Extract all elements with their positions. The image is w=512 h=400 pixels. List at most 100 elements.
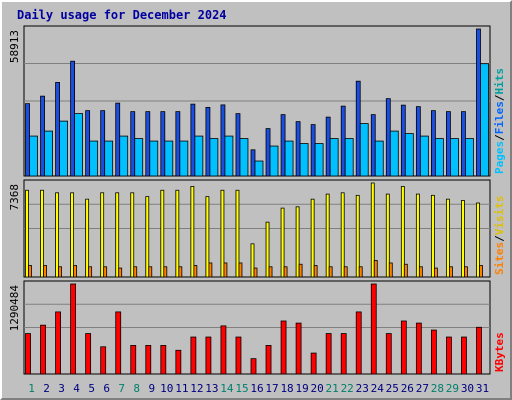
bar-visits-day-19 bbox=[295, 206, 300, 278]
bar-kbytes-day-6 bbox=[100, 346, 107, 375]
legend-pages: Pages bbox=[493, 141, 506, 174]
bar-sites-day-6 bbox=[103, 266, 108, 278]
day-label-1: 1 bbox=[28, 382, 35, 395]
bar-sites-day-18 bbox=[283, 266, 288, 278]
bar-sites-day-7 bbox=[118, 267, 123, 278]
bar-hits-day-31 bbox=[476, 28, 481, 177]
day-label-25: 25 bbox=[386, 382, 399, 395]
bar-sites-day-9 bbox=[148, 266, 153, 278]
bar-files-day-18 bbox=[284, 140, 294, 177]
bar-visits-day-16 bbox=[250, 243, 255, 278]
bar-visits-day-5 bbox=[85, 198, 90, 278]
bar-visits-day-4 bbox=[70, 192, 75, 278]
day-label-11: 11 bbox=[175, 382, 188, 395]
bar-visits-day-15 bbox=[235, 189, 240, 278]
bar-files-day-3 bbox=[59, 120, 68, 177]
bar-files-day-24 bbox=[374, 140, 384, 177]
bar-files-day-25 bbox=[389, 130, 399, 177]
bar-visits-day-11 bbox=[175, 189, 180, 278]
bar-hits-day-2 bbox=[40, 95, 45, 177]
bar-files-day-7 bbox=[119, 135, 129, 177]
bar-sites-day-25 bbox=[388, 262, 393, 278]
bar-hits-day-25 bbox=[385, 98, 391, 177]
day-label-14: 14 bbox=[220, 382, 234, 395]
bar-sites-day-1 bbox=[28, 265, 32, 278]
bar-visits-day-8 bbox=[130, 192, 135, 278]
bar-hits-day-26 bbox=[400, 104, 406, 177]
bar-sites-day-23 bbox=[358, 266, 363, 278]
bar-kbytes-day-18 bbox=[280, 320, 287, 375]
bar-files-day-15 bbox=[239, 138, 249, 177]
bar-sites-day-29 bbox=[449, 266, 453, 278]
bar-files-day-22 bbox=[344, 138, 354, 177]
bar-visits-day-29 bbox=[446, 198, 450, 278]
day-axis: 1 2 3 4 5 6 7 8 9 10 11 12 13 14 15 16 17 18 19 20 21 22 23 24 2… bbox=[28, 382, 489, 395]
bar-sites-day-26 bbox=[403, 263, 408, 278]
bar-files-day-6 bbox=[104, 140, 114, 177]
bar-kbytes-day-12 bbox=[190, 336, 197, 375]
bar-visits-day-10 bbox=[160, 189, 165, 278]
day-label-30: 30 bbox=[461, 382, 474, 395]
bar-sites-day-22 bbox=[343, 266, 348, 278]
bar-sites-day-11 bbox=[178, 266, 183, 278]
bar-visits-day-14 bbox=[220, 189, 225, 278]
bar-kbytes-day-13 bbox=[205, 336, 212, 375]
legend-visits: Visits bbox=[493, 196, 506, 236]
day-label-22: 22 bbox=[341, 382, 354, 395]
bar-kbytes-day-26 bbox=[400, 320, 407, 375]
legend-slash: / bbox=[493, 94, 506, 101]
day-label-5: 5 bbox=[88, 382, 95, 395]
bar-kbytes-day-2 bbox=[40, 324, 46, 375]
legend-hits: Hits bbox=[493, 68, 506, 95]
bar-files-day-2 bbox=[44, 130, 53, 177]
bar-hits-day-29 bbox=[446, 111, 451, 177]
bar-visits-day-24 bbox=[370, 182, 375, 278]
bar-visits-day-26 bbox=[400, 186, 405, 278]
bar-hits-day-9 bbox=[145, 111, 151, 177]
day-label-4: 4 bbox=[73, 382, 80, 395]
bar-hits-day-16 bbox=[250, 149, 256, 177]
day-label-24: 24 bbox=[371, 382, 385, 395]
bar-visits-day-22 bbox=[340, 192, 345, 278]
bar-files-day-23 bbox=[359, 123, 369, 177]
bar-hits-day-28 bbox=[430, 110, 436, 177]
bar-hits-day-21 bbox=[325, 116, 331, 177]
day-label-17: 17 bbox=[265, 382, 278, 395]
chart-title: Daily usage for December 2024 bbox=[17, 8, 227, 22]
day-label-29: 29 bbox=[446, 382, 459, 395]
bar-kbytes-day-19 bbox=[295, 322, 302, 375]
bar-hits-day-10 bbox=[160, 111, 166, 177]
bar-files-day-9 bbox=[149, 140, 159, 177]
bar-visits-day-20 bbox=[310, 198, 315, 278]
bar-sites-day-19 bbox=[298, 263, 303, 278]
bar-hits-day-11 bbox=[175, 111, 181, 177]
bar-sites-day-15 bbox=[238, 262, 243, 278]
bar-kbytes-day-20 bbox=[310, 352, 317, 375]
day-label-3: 3 bbox=[58, 382, 65, 395]
bar-kbytes-day-11 bbox=[175, 349, 182, 375]
bar-sites-day-4 bbox=[73, 265, 78, 278]
bar-sites-day-27 bbox=[418, 266, 423, 278]
bar-sites-day-10 bbox=[163, 266, 168, 278]
bar-sites-day-14 bbox=[223, 262, 228, 278]
bar-hits-day-5 bbox=[85, 110, 91, 177]
bar-hits-day-22 bbox=[340, 105, 346, 177]
bar-hits-day-12 bbox=[190, 103, 196, 177]
bar-kbytes-day-4 bbox=[70, 283, 77, 375]
day-label-10: 10 bbox=[160, 382, 173, 395]
bar-sites-day-24 bbox=[373, 260, 378, 278]
day-label-9: 9 bbox=[148, 382, 155, 395]
day-label-12: 12 bbox=[190, 382, 203, 395]
bar-sites-day-3 bbox=[58, 266, 62, 278]
bar-hits-day-8 bbox=[130, 111, 136, 177]
bar-files-day-26 bbox=[404, 133, 414, 177]
bar-sites-day-16 bbox=[253, 267, 258, 278]
y-max-label: 1290484 bbox=[8, 285, 21, 332]
bar-sites-day-31 bbox=[479, 265, 483, 278]
series-legend: Sites/Visits bbox=[493, 196, 506, 276]
bar-kbytes-day-24 bbox=[370, 283, 377, 375]
day-label-19: 19 bbox=[295, 382, 308, 395]
bar-hits-day-7 bbox=[115, 102, 121, 177]
bar-files-day-19 bbox=[299, 143, 309, 177]
